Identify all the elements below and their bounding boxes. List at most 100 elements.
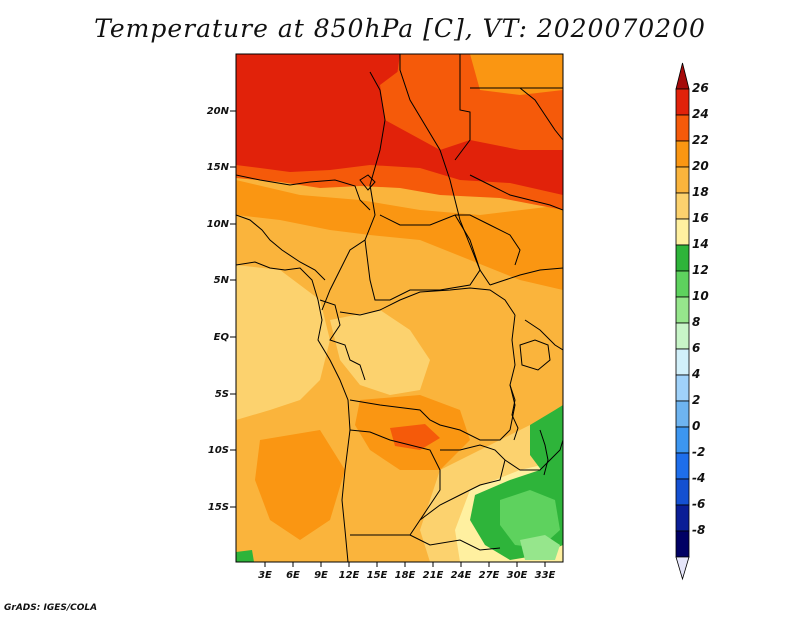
colorbar-label: -2 bbox=[692, 445, 705, 459]
lon-label: 6E bbox=[286, 570, 300, 581]
field-10-12-southeast bbox=[500, 490, 560, 548]
lon-label: 27E bbox=[479, 570, 500, 581]
colorbar-cap-bottom bbox=[675, 556, 690, 581]
colorbar-swatch bbox=[675, 348, 690, 376]
map-frame bbox=[235, 53, 564, 563]
colorbar-swatch bbox=[675, 192, 690, 220]
border-drc-north bbox=[339, 287, 516, 316]
lon-label: 15E bbox=[367, 570, 388, 581]
red-sea-coast bbox=[519, 87, 563, 141]
colorbar-swatch bbox=[675, 244, 690, 272]
field-24-26 bbox=[236, 54, 563, 195]
lon-label: 9E bbox=[314, 570, 328, 581]
lat-label: 5S bbox=[215, 389, 229, 400]
colorbar-label: 10 bbox=[692, 289, 709, 303]
colorbar-cap-top bbox=[675, 62, 690, 90]
border-car bbox=[364, 214, 481, 301]
lon-label: 30E bbox=[507, 570, 528, 581]
border-namibia-botswana bbox=[409, 534, 501, 551]
colorbar-swatch bbox=[675, 218, 690, 246]
colorbar-swatch bbox=[675, 374, 690, 402]
lon-label: 24E bbox=[451, 570, 472, 581]
lat-labels: 20N 15N 10N 5N EQ 5S 10S 15S bbox=[207, 106, 230, 513]
coastline-west bbox=[236, 261, 351, 562]
border-chad-sudan bbox=[399, 54, 491, 286]
colorbar-label: 6 bbox=[692, 341, 700, 355]
border-zambia bbox=[419, 444, 506, 521]
lake-tanganyika bbox=[509, 384, 519, 441]
lon-labels: 3E 6E 9E 12E 15E 18E 21E 24E 27E 30E 33E bbox=[258, 570, 555, 581]
colorbar-label: -4 bbox=[692, 471, 705, 485]
field-22-24-north-patch bbox=[395, 54, 475, 100]
border-south-sudan bbox=[455, 214, 521, 266]
border-angola bbox=[349, 429, 441, 536]
grads-credit: GrADS: IGES/COLA bbox=[4, 603, 98, 613]
lake-victoria bbox=[519, 339, 551, 371]
temperature-field bbox=[236, 54, 563, 562]
colorbar-swatch bbox=[675, 88, 690, 116]
colorbar-swatch bbox=[675, 166, 690, 194]
colorbar-label: 8 bbox=[692, 315, 700, 329]
border-nigeria bbox=[236, 214, 326, 281]
colorbar-swatch bbox=[675, 400, 690, 428]
colorbar-swatch bbox=[675, 426, 690, 454]
chart-title: Temperature at 850hPa [C], VT: 202007020… bbox=[94, 14, 706, 43]
colorbar-label: 14 bbox=[692, 237, 709, 251]
field-20-22-southwest bbox=[255, 430, 345, 540]
colorbar-swatch bbox=[675, 114, 690, 142]
border-chad-cameroon bbox=[321, 71, 386, 311]
field-12-14-southwest bbox=[236, 550, 254, 562]
border-east-africa bbox=[489, 267, 563, 286]
field-16-18-congo bbox=[330, 310, 430, 395]
border-gabon-congo bbox=[319, 299, 366, 381]
colorbar-swatch bbox=[675, 270, 690, 298]
colorbar bbox=[675, 62, 690, 581]
colorbar-swatch bbox=[675, 140, 690, 168]
lat-label: 10N bbox=[207, 219, 230, 230]
colorbar-swatch bbox=[675, 504, 690, 532]
colorbar-swatch bbox=[675, 478, 690, 506]
lon-label: 18E bbox=[395, 570, 416, 581]
colorbar-swatch bbox=[675, 530, 690, 558]
field-16-18-west bbox=[236, 265, 330, 420]
lake-chad bbox=[359, 174, 376, 191]
colorbar-label: 0 bbox=[692, 419, 700, 433]
border-drc-east bbox=[509, 314, 516, 431]
lat-label: 15N bbox=[207, 162, 230, 173]
lake-malawi bbox=[539, 429, 549, 476]
lat-label: 15S bbox=[208, 502, 229, 513]
colorbar-label: -8 bbox=[692, 523, 705, 537]
colorbar-labels: 26 24 22 20 18 16 14 12 10 8 6 4 2 0 -2 … bbox=[691, 81, 709, 537]
colorbar-label: 16 bbox=[692, 211, 709, 225]
colorbar-label: 2 bbox=[692, 393, 700, 407]
colorbar-label: 26 bbox=[692, 81, 709, 95]
boundaries bbox=[236, 54, 563, 562]
lat-label: 5N bbox=[214, 275, 230, 286]
colorbar-swatch bbox=[675, 322, 690, 350]
lon-axis bbox=[264, 562, 546, 567]
border-ethiopia bbox=[469, 174, 563, 211]
colorbar-swatch bbox=[675, 296, 690, 324]
lat-label: 10S bbox=[208, 445, 229, 456]
field-20-22-north bbox=[236, 180, 563, 290]
lat-label: EQ bbox=[214, 332, 230, 343]
border-sahel bbox=[236, 174, 371, 211]
colorbar-label: 18 bbox=[692, 185, 709, 199]
lon-label: 12E bbox=[339, 570, 360, 581]
lon-label: 21E bbox=[423, 570, 444, 581]
colorbar-label: 20 bbox=[692, 159, 709, 173]
colorbar-label: 4 bbox=[691, 367, 700, 381]
field-20-22-northeast bbox=[470, 54, 563, 95]
colorbar-label: 24 bbox=[692, 107, 709, 121]
field-12-14-malawi bbox=[530, 405, 563, 475]
colorbar-label: 22 bbox=[692, 133, 709, 147]
lat-label: 20N bbox=[207, 106, 230, 117]
lon-label: 3E bbox=[258, 570, 272, 581]
colorbar-label: 12 bbox=[692, 263, 709, 277]
border-mozambique bbox=[504, 439, 563, 471]
border-kenya-tanzania bbox=[524, 319, 563, 351]
colorbar-label: -6 bbox=[692, 497, 705, 511]
colorbar-swatch bbox=[675, 452, 690, 480]
field-8-10-southeast bbox=[520, 535, 560, 560]
